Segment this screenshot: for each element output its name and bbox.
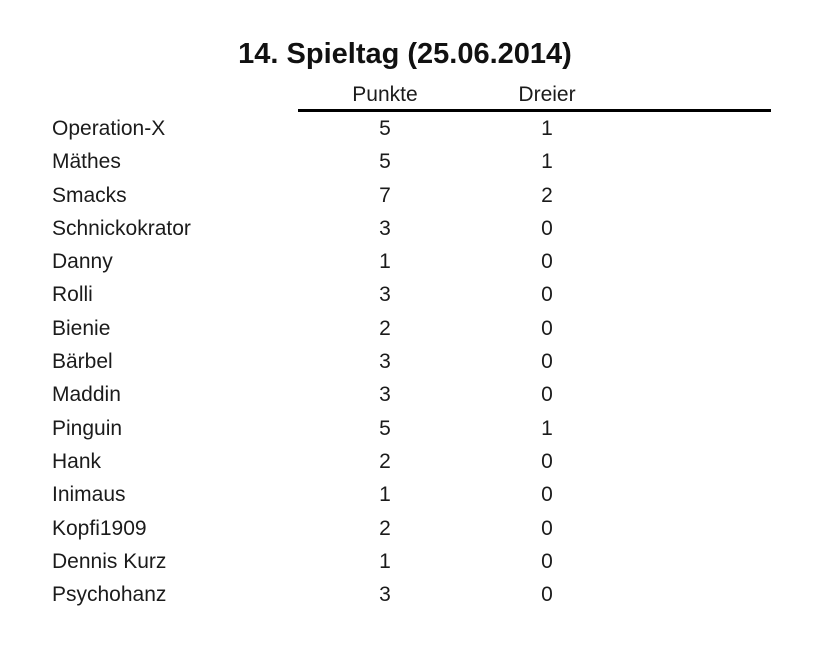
column-header-punkte: Punkte: [352, 83, 418, 106]
table-row: Inimaus 1 0: [0, 478, 830, 511]
table-row: Rolli 3 0: [0, 278, 830, 311]
player-name: Hank: [52, 449, 102, 473]
table-row: Pinguin 5 1: [0, 412, 830, 445]
punkte-value: 5: [379, 416, 391, 440]
punkte-value: 3: [379, 283, 391, 307]
player-name: Rolli: [52, 283, 93, 307]
dreier-value: 0: [541, 449, 553, 473]
page-title: 14. Spieltag (25.06.2014): [238, 38, 572, 70]
dreier-value: 1: [541, 416, 553, 440]
header-name-spacer: [0, 81, 300, 108]
table-row: Schnickokrator 3 0: [0, 212, 830, 245]
player-name: Pinguin: [52, 416, 123, 440]
dreier-value: 0: [541, 549, 553, 573]
player-name: Maddin: [52, 383, 121, 407]
table-row: Maddin 3 0: [0, 378, 830, 411]
punkte-value: 5: [379, 150, 391, 174]
player-name: Psychohanz: [52, 583, 167, 607]
table-row: Mäthes 5 1: [0, 145, 830, 178]
punkte-value: 3: [379, 216, 391, 240]
dreier-value: 2: [541, 183, 553, 207]
table-row: Dennis Kurz 1 0: [0, 545, 830, 578]
punkte-value: 2: [379, 316, 391, 340]
dreier-value: 0: [541, 316, 553, 340]
player-name: Bärbel: [52, 350, 113, 374]
player-name: Kopfi1909: [52, 516, 147, 540]
player-name: Danny: [52, 250, 113, 274]
table-row: Bienie 2 0: [0, 312, 830, 345]
table-row: Smacks 7 2: [0, 179, 830, 212]
header-rule: [298, 109, 771, 112]
table-body: Operation-X 5 1 Mäthes 5 1 Smacks 7 2 Sc…: [0, 112, 830, 611]
dreier-value: 0: [541, 250, 553, 274]
dreier-value: 0: [541, 216, 553, 240]
player-name: Smacks: [52, 183, 127, 207]
punkte-value: 2: [379, 516, 391, 540]
column-header-dreier: Dreier: [518, 83, 576, 106]
punkte-value: 7: [379, 183, 391, 207]
player-name: Schnickokrator: [52, 216, 191, 240]
table-row: Danny 1 0: [0, 245, 830, 278]
table-row: Kopfi1909 2 0: [0, 512, 830, 545]
dreier-value: 0: [541, 350, 553, 374]
punkte-value: 1: [379, 483, 391, 507]
punkte-value: 1: [379, 549, 391, 573]
punkte-value: 3: [379, 383, 391, 407]
punkte-value: 1: [379, 250, 391, 274]
player-name: Dennis Kurz: [52, 549, 167, 573]
player-name: Operation-X: [52, 117, 166, 140]
table-row: Operation-X 5 1: [0, 112, 830, 145]
table-row: Psychohanz 3 0: [0, 578, 830, 611]
table-row: Bärbel 3 0: [0, 345, 830, 378]
player-name: Mäthes: [52, 150, 121, 174]
player-name: Inimaus: [52, 483, 126, 507]
punkte-value: 3: [379, 350, 391, 374]
dreier-value: 0: [541, 583, 553, 607]
dreier-value: 0: [541, 283, 553, 307]
dreier-value: 0: [541, 516, 553, 540]
punkte-value: 5: [379, 117, 391, 140]
dreier-value: 0: [541, 383, 553, 407]
dreier-value: 1: [541, 150, 553, 174]
punkte-value: 2: [379, 449, 391, 473]
table-header-row: Punkte Dreier: [0, 81, 830, 108]
dreier-value: 1: [541, 117, 553, 140]
dreier-value: 0: [541, 483, 553, 507]
table-row: Hank 2 0: [0, 445, 830, 478]
player-name: Bienie: [52, 316, 111, 340]
punkte-value: 3: [379, 583, 391, 607]
